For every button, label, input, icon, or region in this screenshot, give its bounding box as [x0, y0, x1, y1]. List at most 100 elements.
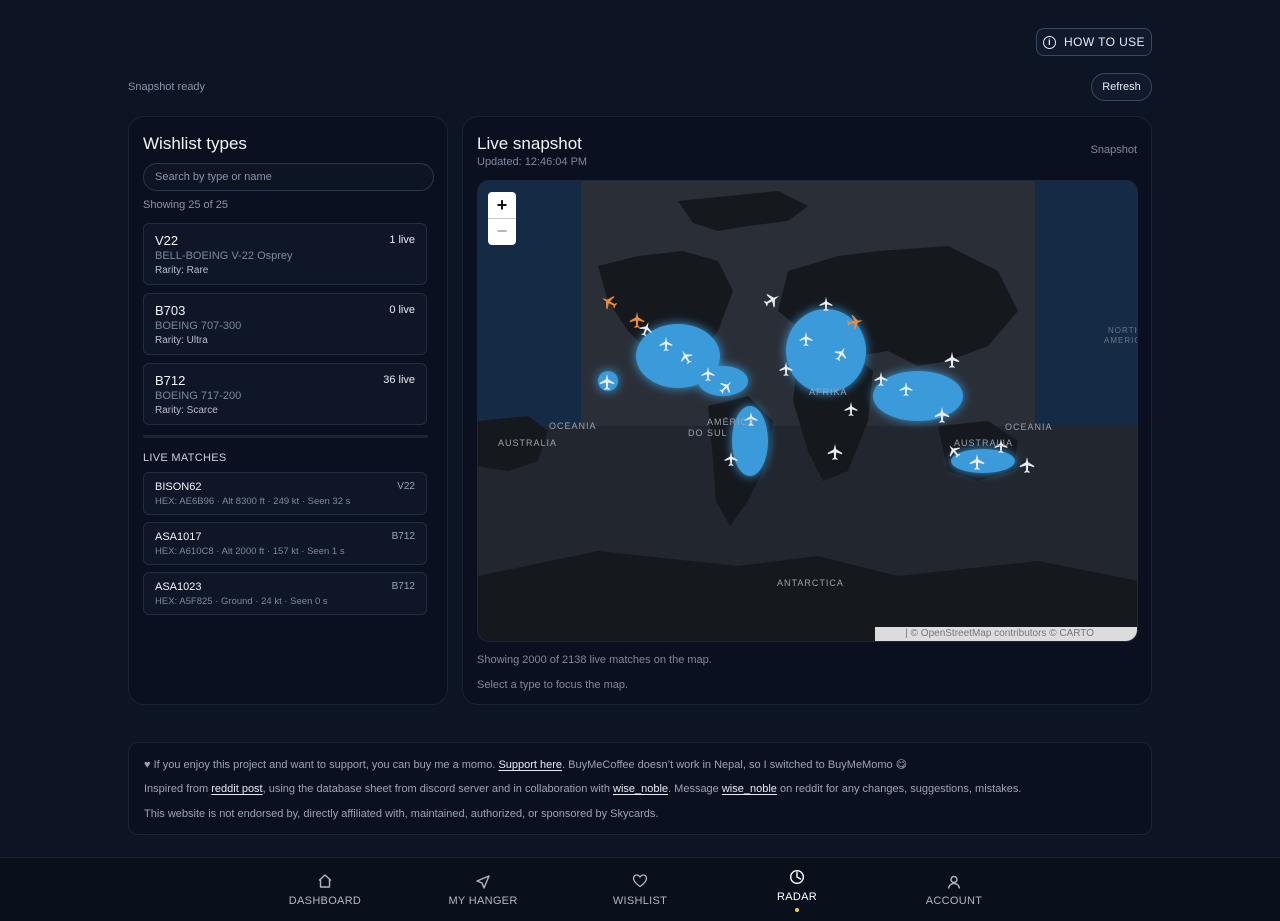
map-label-oceania-right: OCEANIA: [1005, 422, 1053, 432]
nav-wishlist-label: WISHLIST: [612, 895, 668, 907]
match-list: BISON62 V22 HEX: AE6B96 · Alt 8300 ft · …: [143, 472, 428, 622]
match-type: V22: [397, 481, 415, 492]
match-callsign: ASA1017: [155, 531, 202, 543]
world-map[interactable]: OCEANIA AUSTRALIA AMÉRICA DO SUL AFRIKA …: [477, 180, 1138, 642]
map-attribution[interactable]: | © OpenStreetMap contributors © CARTO: [875, 627, 1137, 641]
live-count: 36 live: [383, 374, 415, 386]
cluster-australia: [951, 449, 1015, 473]
nav-dashboard[interactable]: DASHBOARD: [265, 858, 385, 921]
map-label-afrika: AFRIKA: [809, 387, 848, 397]
live-count: 0 live: [389, 304, 415, 316]
live-count: 1 live: [389, 234, 415, 246]
snapshot-label: Snapshot: [1090, 144, 1137, 156]
type-code: B712: [155, 373, 186, 388]
inspiration-text-mid2: . Message: [668, 783, 722, 795]
how-to-use-button[interactable]: i HOW TO USE: [1036, 28, 1152, 56]
plus-icon: +: [496, 194, 508, 215]
cluster-north-america: [636, 324, 720, 388]
match-card[interactable]: ASA1017 B712 HEX: A610C8 · Alt 2000 ft ·…: [143, 522, 427, 565]
nav-my-hanger[interactable]: MY HANGER: [423, 858, 543, 921]
match-callsign: ASA1023: [155, 581, 202, 593]
snapshot-status: Snapshot ready: [128, 81, 206, 93]
live-matches-title: LIVE MATCHES: [143, 452, 227, 464]
match-callsign: BISON62: [155, 481, 202, 493]
send-icon: [476, 875, 490, 889]
snapshot-panel: Live snapshot Updated: 12:46:04 PM Snaps…: [462, 116, 1152, 705]
user-icon: [947, 875, 961, 889]
map-label-australia-left: AUSTRALIA: [498, 438, 558, 448]
match-type: B712: [391, 531, 415, 542]
search-input[interactable]: Search by type or name: [143, 163, 434, 191]
home-icon: [318, 874, 332, 888]
type-card[interactable]: B712 36 live BOEING 717-200 Rarity: Scar…: [143, 363, 427, 425]
wise-noble-link[interactable]: wise_noble: [613, 783, 669, 795]
wishlist-title: Wishlist types: [143, 134, 247, 153]
inspiration-line: Inspired from reddit post, using the dat…: [144, 783, 1021, 795]
map-label-north-america-1: NORTH: [1108, 326, 1138, 335]
bottom-nav: DASHBOARD MY HANGER WISHLIST RADAR ACCOU…: [0, 857, 1280, 921]
showing-note: Showing 2000 of 2138 live matches on the…: [477, 654, 712, 666]
type-name: BOEING 717-200: [155, 390, 242, 402]
zoom-in-button[interactable]: +: [488, 192, 516, 218]
plane-clusters: [598, 309, 1015, 476]
map-label-oceania-left: OCEANIA: [549, 421, 597, 431]
plane-icon: [1019, 456, 1035, 473]
zoom-out-button[interactable]: −: [488, 218, 516, 244]
nav-radar[interactable]: RADAR: [737, 858, 857, 921]
match-card[interactable]: BISON62 V22 HEX: AE6B96 · Alt 8300 ft · …: [143, 472, 427, 515]
match-details: HEX: A610C8 · Alt 2000 ft · 157 kt · See…: [155, 546, 345, 557]
radar-icon: [789, 869, 805, 885]
support-line: ♥ If you enjoy this project and want to …: [144, 758, 907, 771]
snapshot-title: Live snapshot: [477, 134, 582, 153]
type-rarity: Rarity: Ultra: [155, 335, 208, 346]
map-label-antarctica: ANTARCTICA: [777, 578, 844, 588]
wrapped-world-right: [1035, 181, 1137, 426]
support-link[interactable]: Support here: [498, 759, 563, 771]
cluster-europe: [786, 309, 866, 393]
nav-wishlist[interactable]: WISHLIST: [580, 858, 700, 921]
support-text: ♥ If you enjoy this project and want to …: [144, 759, 499, 771]
updated-time: Updated: 12:46:04 PM: [477, 156, 588, 168]
map-label-north-america-2: AMERICA: [1104, 336, 1137, 345]
nav-account-label: ACCOUNT: [925, 895, 983, 907]
search-placeholder: Search by type or name: [155, 171, 272, 183]
type-name: BELL-BOEING V-22 Osprey: [155, 250, 293, 262]
type-name: BOEING 707-300: [155, 320, 242, 332]
type-code: B703: [155, 303, 186, 318]
type-code: V22: [155, 233, 179, 248]
cluster-south-america: [732, 406, 768, 476]
cluster-asia: [873, 371, 963, 421]
match-card[interactable]: ASA1023 B712 HEX: A5F825 · Ground · 24 k…: [143, 572, 427, 615]
wishlist-panel: Wishlist types Search by type or name Sh…: [128, 116, 448, 705]
info-icon: i: [1043, 35, 1057, 49]
support-text-tail: . BuyMeCoffee doesn’t work in Nepal, so …: [562, 759, 908, 771]
inspiration-text: Inspired from: [144, 783, 212, 795]
nav-radar-label: RADAR: [776, 891, 817, 903]
nav-my-hanger-label: MY HANGER: [448, 895, 518, 907]
zoom-control: + −: [488, 192, 516, 245]
map-label-america-1: AMÉRICA: [707, 417, 756, 427]
active-indicator: [795, 908, 799, 912]
inspiration-text-tail: on reddit for any changes, suggestions, …: [776, 783, 1022, 795]
type-card[interactable]: V22 1 live BELL-BOEING V-22 Osprey Rarit…: [143, 223, 427, 285]
match-type: B712: [391, 581, 415, 592]
wise-noble-message-link[interactable]: wise_noble: [721, 783, 777, 795]
refresh-button[interactable]: Refresh: [1091, 73, 1152, 101]
footer-box: ♥ If you enjoy this project and want to …: [128, 742, 1152, 835]
how-to-use-label: HOW TO USE: [1064, 35, 1145, 49]
map-canvas: [478, 181, 1137, 641]
minus-icon: −: [496, 221, 508, 241]
select-note: Select a type to focus the map.: [477, 679, 629, 691]
nav-dashboard-label: DASHBOARD: [288, 895, 362, 907]
map-label-america-2: DO SUL: [688, 428, 728, 438]
match-details: HEX: AE6B96 · Alt 8300 ft · 249 kt · See…: [155, 496, 351, 507]
type-list[interactable]: V22 1 live BELL-BOEING V-22 Osprey Rarit…: [143, 223, 428, 435]
disclaimer-line: This website is not endorsed by, directl…: [144, 808, 659, 820]
type-card[interactable]: B703 0 live BOEING 707-300 Rarity: Ultra: [143, 293, 427, 355]
showing-count: Showing 25 of 25: [143, 199, 229, 211]
nav-account[interactable]: ACCOUNT: [894, 858, 1014, 921]
match-details: HEX: A5F825 · Ground · 24 kt · Seen 0 s: [155, 596, 328, 607]
reddit-post-link[interactable]: reddit post: [211, 783, 263, 795]
heart-icon: [632, 874, 648, 888]
list-scroll-edge: [143, 435, 428, 438]
